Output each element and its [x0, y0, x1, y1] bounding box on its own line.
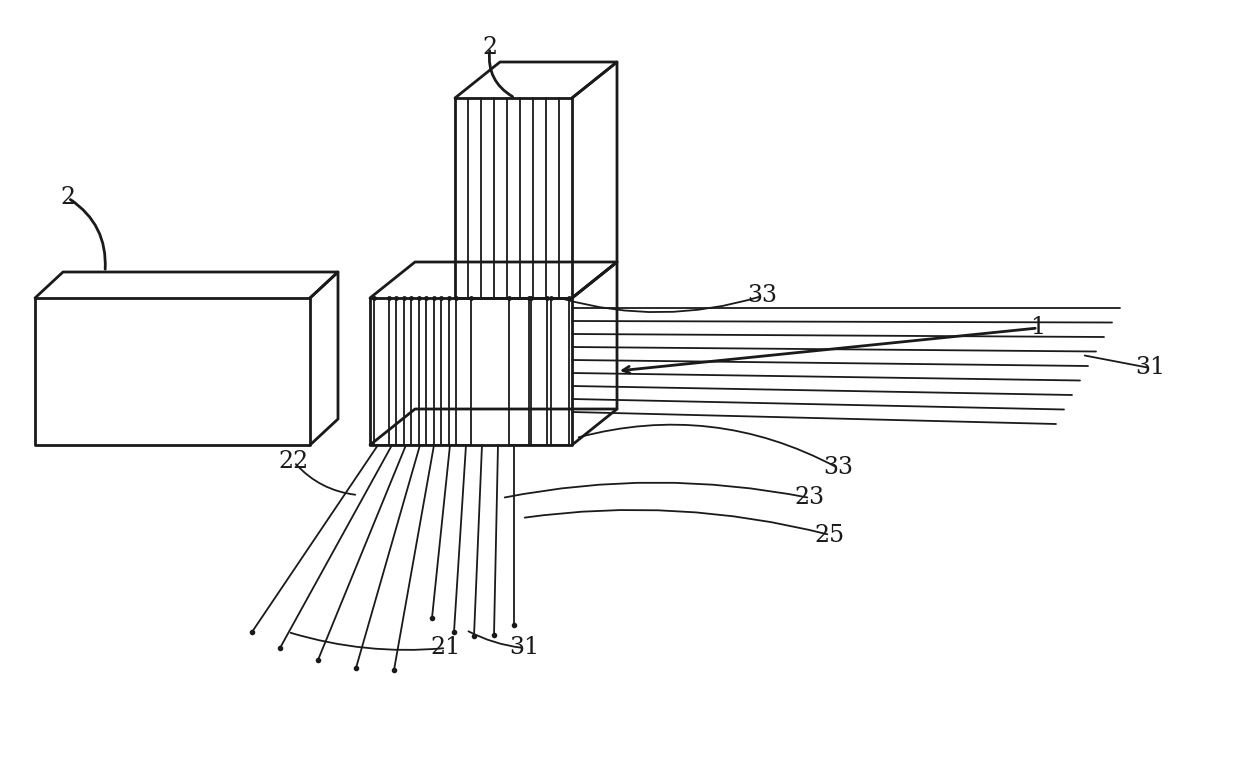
Text: 31: 31 [1135, 357, 1166, 379]
Text: 2: 2 [61, 187, 76, 210]
Text: 25: 25 [815, 523, 846, 546]
Text: 1: 1 [1030, 317, 1045, 340]
Text: 33: 33 [746, 285, 777, 307]
Text: 2: 2 [482, 36, 497, 60]
Text: 22: 22 [279, 450, 309, 474]
Text: 33: 33 [823, 457, 853, 480]
Text: 21: 21 [430, 636, 461, 659]
Text: 31: 31 [508, 636, 539, 659]
Text: 23: 23 [795, 487, 825, 509]
